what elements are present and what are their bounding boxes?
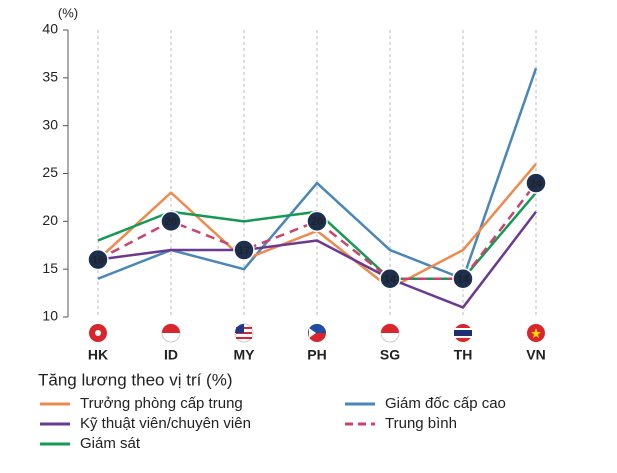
legend-label: Trưởng phòng cấp trung	[80, 395, 243, 412]
series-line	[97, 211, 537, 309]
x-tick-label: ID	[164, 347, 178, 363]
y-tick-label: 40	[42, 21, 58, 37]
x-tick-label: TH	[454, 347, 473, 363]
y-tick-label: 30	[42, 116, 58, 132]
y-unit: (%)	[58, 5, 78, 20]
value-badge	[87, 248, 109, 271]
legend-label: Giám đốc cấp cao	[385, 395, 506, 412]
x-tick-label: HK	[88, 347, 108, 363]
y-tick-label: 25	[42, 164, 58, 180]
value-label: 17	[238, 245, 250, 257]
value-label: 20	[165, 216, 177, 228]
value-badge	[452, 267, 474, 290]
legend-label: Giám sát	[80, 435, 141, 452]
value-label: 20	[311, 216, 323, 228]
value-badge	[233, 239, 255, 261]
value-badge	[525, 172, 547, 194]
y-tick-label: 15	[42, 260, 58, 276]
flags	[89, 323, 545, 343]
x-tick-label: MY	[234, 347, 256, 363]
y-tick-label: 35	[42, 69, 58, 85]
x-tick-label: SG	[380, 347, 400, 363]
legend-label: Kỹ thuật viên/chuyên viên	[80, 415, 251, 432]
flag	[381, 324, 399, 333]
flag	[95, 330, 101, 336]
value-badge	[379, 267, 401, 290]
y-tick-label: 10	[42, 308, 58, 324]
x-tick-label: VN	[526, 347, 545, 363]
flag	[531, 328, 541, 338]
x-tick-label: PH	[307, 347, 326, 363]
flag	[454, 330, 472, 336]
value-label: 14	[384, 274, 397, 286]
legend-label: Trung bình	[385, 415, 457, 432]
value-badge	[160, 210, 182, 233]
legend-title: Tăng lương theo vị trí (%)	[38, 370, 233, 389]
flag	[236, 337, 252, 339]
value-label: 14	[457, 274, 470, 286]
y-tick-label: 20	[42, 212, 58, 228]
value-label: 16	[92, 255, 104, 267]
flag	[309, 328, 316, 338]
value-label: 24	[530, 178, 543, 190]
flag	[162, 324, 180, 333]
flag	[235, 324, 244, 333]
value-badge	[306, 210, 328, 233]
